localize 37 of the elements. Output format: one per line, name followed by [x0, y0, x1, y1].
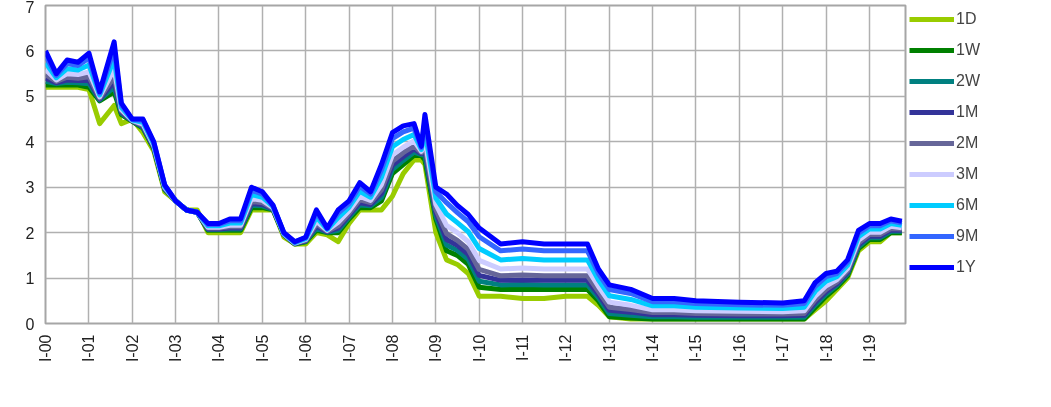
y-tick-label: 1: [25, 270, 35, 288]
y-tick-label: 7: [25, 0, 35, 16]
x-tick-label: I-16: [730, 334, 748, 363]
x-tick-label: I-17: [774, 334, 792, 363]
legend-label: 1D: [956, 10, 978, 28]
x-tick-label: I-02: [123, 334, 141, 363]
x-tick-label: I-06: [297, 334, 315, 363]
y-tick-label: 5: [25, 88, 35, 106]
y-tick-label: 2: [25, 224, 35, 242]
x-tick-label: I-10: [470, 334, 488, 363]
legend-label: 2M: [956, 134, 980, 152]
legend-label: 1M: [956, 103, 980, 121]
legend-label: 1Y: [956, 258, 977, 276]
x-tick-label: I-12: [557, 334, 575, 363]
y-tick-label: 3: [25, 179, 35, 197]
x-tick-label: I-00: [37, 334, 54, 363]
x-tick-label: I-04: [210, 334, 228, 363]
legend-label: 9M: [956, 227, 980, 245]
y-tick-label: 6: [25, 42, 35, 60]
x-tick-label: I-18: [817, 334, 835, 363]
y-tick-label: 0: [25, 315, 35, 333]
x-tick-label: I-03: [167, 334, 185, 363]
x-tick-label: I-08: [383, 334, 401, 363]
x-tick-label: I-05: [253, 334, 271, 363]
legend-label: 2W: [956, 72, 981, 90]
legend-label: 3M: [956, 165, 980, 183]
x-tick-label: I-09: [427, 334, 445, 363]
x-tick-label: I-14: [644, 334, 662, 363]
legend-label: 1W: [956, 41, 981, 59]
legend-label: 6M: [956, 196, 980, 214]
y-tick-label: 4: [25, 133, 35, 151]
x-tick-label: I-15: [687, 334, 705, 363]
x-tick-label: I-19: [860, 334, 878, 363]
x-tick-label: I-13: [600, 334, 618, 363]
x-tick-label: I-07: [340, 334, 358, 363]
x-tick-label: I-11: [514, 334, 532, 361]
x-tick-label: I-01: [80, 334, 98, 363]
